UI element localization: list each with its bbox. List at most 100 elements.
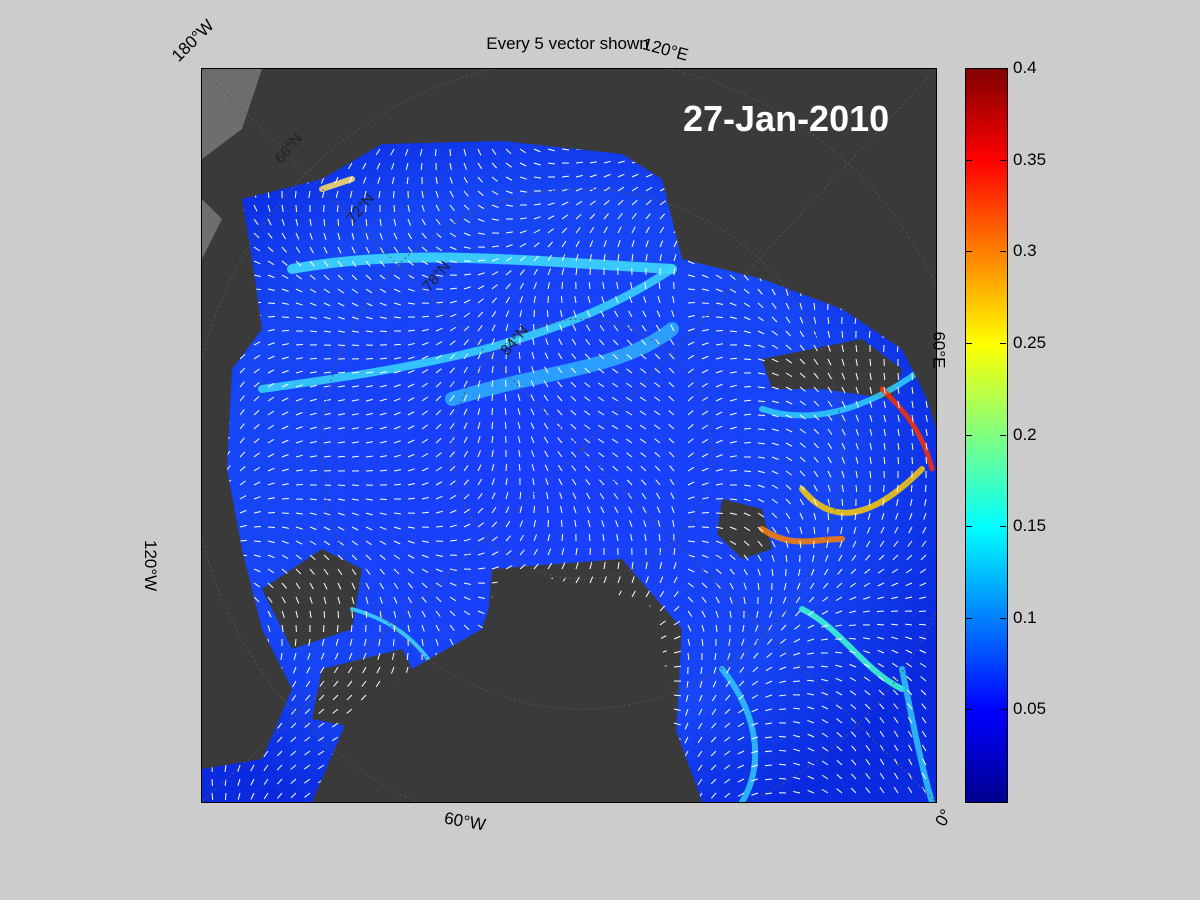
drift-vector <box>655 339 661 346</box>
drift-vector <box>224 792 227 801</box>
drift-vector <box>435 204 440 212</box>
drift-vector <box>365 412 373 416</box>
drift-vector <box>477 272 485 276</box>
colorbar-tick-mark <box>966 709 972 711</box>
drift-vector <box>821 719 829 724</box>
drift-vector <box>659 635 667 640</box>
drift-vector <box>883 386 886 394</box>
drift-vector <box>701 355 709 360</box>
drift-vector <box>765 666 773 672</box>
drift-vector <box>407 232 413 240</box>
drift-vector <box>905 596 913 600</box>
drift-vector <box>836 773 843 780</box>
drift-vector <box>729 357 738 360</box>
drift-vector <box>407 302 415 305</box>
drift-vector <box>379 316 387 319</box>
drift-vector <box>378 190 381 198</box>
drift-vector <box>855 358 858 366</box>
drift-vector <box>533 268 538 276</box>
drift-vector <box>491 204 499 208</box>
drift-vector <box>281 568 288 574</box>
drift-vector <box>253 452 260 458</box>
drift-vector <box>657 296 661 304</box>
drift-vector <box>519 296 524 304</box>
drift-vector <box>351 455 360 458</box>
drift-vector <box>253 525 262 528</box>
drift-vector <box>505 231 513 234</box>
drift-vector <box>659 605 666 612</box>
drift-vector <box>379 274 386 280</box>
drift-vector <box>757 456 765 459</box>
drift-vector <box>599 492 605 500</box>
drift-vector <box>701 424 709 430</box>
drift-vector <box>421 396 428 402</box>
drift-vector <box>727 652 731 660</box>
drift-vector <box>477 422 481 430</box>
drift-vector <box>855 386 859 394</box>
drift-vector <box>907 716 913 724</box>
drift-vector <box>239 509 247 514</box>
drift-vector <box>715 411 723 416</box>
drift-vector <box>281 596 286 604</box>
drift-vector <box>659 562 663 570</box>
speed-streak <box>719 666 759 802</box>
drift-vector <box>323 596 327 604</box>
drift-vector <box>586 506 591 514</box>
drift-vector <box>743 427 752 430</box>
drift-vector <box>848 624 857 627</box>
drift-vector <box>491 218 499 221</box>
drift-vector <box>715 302 723 305</box>
speed-streak <box>319 176 355 192</box>
drift-vector <box>668 451 675 458</box>
drift-vector <box>543 408 549 416</box>
drift-vector <box>778 694 787 697</box>
drift-vector <box>771 372 779 376</box>
drift-vector <box>477 464 482 472</box>
drift-vector <box>477 148 482 156</box>
drift-vector <box>407 582 414 589</box>
drift-vector <box>267 246 274 253</box>
drift-vector <box>751 694 759 699</box>
lon-label-60e: 60°E <box>929 331 949 369</box>
drift-vector <box>435 610 441 617</box>
drift-vector <box>309 469 318 472</box>
drift-vector <box>379 330 388 333</box>
drift-vector <box>505 550 512 556</box>
drift-vector <box>561 562 566 570</box>
drift-vector <box>923 512 927 520</box>
drift-vector <box>849 610 857 614</box>
drift-vector <box>393 540 401 545</box>
colorbar-tick-mark <box>966 617 972 619</box>
drift-vector <box>855 414 860 422</box>
drift-vector <box>407 568 414 574</box>
drift-vector <box>779 666 787 670</box>
drift-vector <box>807 761 815 766</box>
drift-vector <box>729 596 733 604</box>
drift-vector <box>729 568 735 575</box>
drift-vector <box>877 582 885 587</box>
drift-vector <box>921 703 927 710</box>
drift-vector <box>557 352 563 360</box>
drift-vector <box>351 288 359 294</box>
drift-vector <box>813 484 818 492</box>
drift-vector <box>239 381 245 388</box>
drift-vector <box>836 732 843 738</box>
drift-vector <box>407 397 415 402</box>
drift-vector <box>379 246 384 254</box>
drift-vector <box>491 284 498 290</box>
drift-vector <box>533 255 539 262</box>
drift-vector <box>892 554 899 561</box>
drift-vector <box>771 484 779 490</box>
drift-vector <box>672 296 675 304</box>
drift-vector <box>491 245 499 248</box>
drift-vector <box>253 554 261 558</box>
drift-vector <box>739 666 745 673</box>
drift-vector <box>864 568 871 574</box>
drift-vector <box>323 232 327 240</box>
drift-vector <box>729 512 737 516</box>
drift-vector <box>393 218 397 226</box>
drift-vector <box>365 246 370 254</box>
drift-vector <box>253 540 262 543</box>
drift-vector <box>687 354 695 360</box>
drift-vector <box>407 218 412 226</box>
